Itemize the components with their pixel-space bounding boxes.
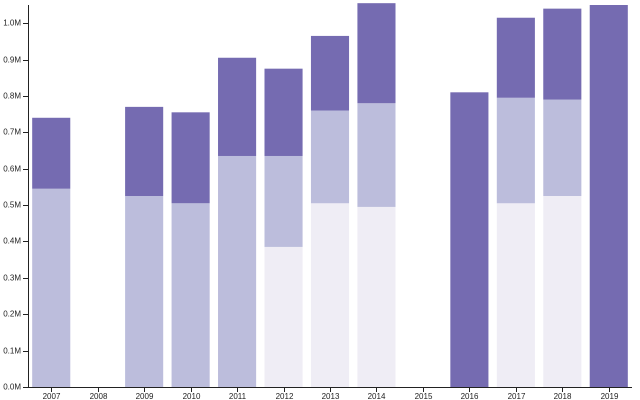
bar-2010-segment-3: [171, 112, 210, 204]
bars-group: [32, 3, 628, 387]
bar-2011-segment-2: [218, 155, 257, 387]
bar-2016-segment-3: [450, 92, 489, 387]
bar-2018-segment-3: [543, 8, 582, 100]
x-tick-label: 2016: [461, 392, 479, 400]
bar-2013-segment-3: [310, 35, 350, 111]
bar-2018-segment-2: [543, 99, 582, 196]
bar-2011-segment-3: [218, 57, 257, 156]
bar-2012-segment-2: [264, 155, 303, 247]
bar-2019-segment-3: [589, 5, 628, 387]
y-tick-label: 0.9M: [3, 56, 21, 65]
y-tick-label: 0.5M: [3, 201, 21, 210]
x-axis: 2007 2008 2009 2010 2011 2012 2013 2014 2015 2016…: [28, 387, 632, 400]
x-tick-label: 2017: [508, 392, 526, 400]
y-axis: 0.0M 0.1M 0.2M 0.3M 0.4M 0.5M 0.6M 0.7M 0.8M 0.9M…: [3, 5, 29, 392]
y-tick-label: 0.7M: [3, 128, 21, 137]
x-tick-label: 2013: [322, 392, 340, 400]
y-tick-label: 0.3M: [3, 274, 21, 283]
x-tick-label: 2019: [601, 392, 619, 400]
y-tick-label: 0.1M: [3, 347, 21, 356]
x-tick-label: 2008: [90, 392, 108, 400]
bar-2010-segment-2: [171, 203, 210, 387]
bar-2012-segment-1: [264, 246, 303, 387]
bar-2009-segment-2: [125, 196, 164, 387]
y-tick-label: 0.8M: [3, 92, 21, 101]
y-tick-label: 0.2M: [3, 310, 21, 319]
bar-2014-segment-1: [357, 206, 396, 387]
y-tick-label: 0.4M: [3, 237, 21, 246]
x-tick-label: 2007: [43, 392, 61, 400]
x-tick-label: 2010: [183, 392, 201, 400]
bar-2017-segment-3: [496, 17, 535, 98]
x-tick-label: 2009: [136, 392, 154, 400]
bar-2007-segment-2: [32, 188, 71, 387]
x-tick-label: 2014: [368, 392, 386, 400]
y-tick-label: 1.0M: [3, 19, 21, 28]
bar-2017-segment-1: [496, 203, 535, 387]
bar-2012-segment-3: [264, 68, 303, 156]
bar-2017-segment-2: [496, 97, 535, 204]
bar-2018-segment-1: [543, 196, 582, 387]
x-tick-label: 2018: [554, 392, 572, 400]
bar-2014-segment-3: [357, 3, 396, 104]
x-tick-label: 2011: [229, 392, 247, 400]
bar-2009-segment-3: [125, 106, 164, 196]
x-tick-label: 2015: [415, 392, 433, 400]
y-tick-label: 0.6M: [3, 165, 21, 174]
y-tick-label: 0.0M: [3, 383, 21, 392]
bar-2013-segment-2: [310, 110, 350, 204]
bar-2007-segment-3: [32, 117, 71, 189]
bar-2013-segment-1: [310, 203, 350, 387]
x-tick-label: 2012: [276, 392, 294, 400]
bar-2014-segment-2: [357, 103, 396, 207]
